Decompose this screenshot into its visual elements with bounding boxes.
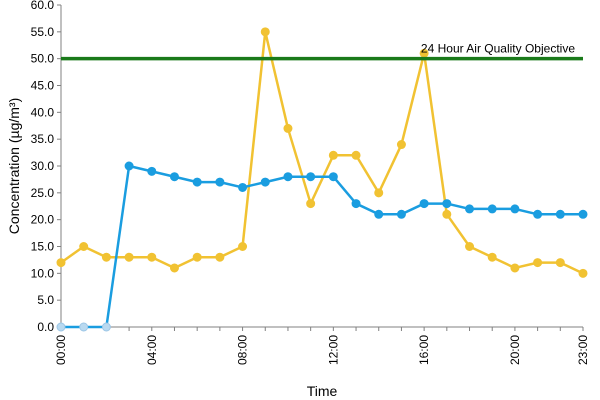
data-point	[192, 252, 202, 262]
data-point	[487, 252, 497, 262]
data-point	[351, 199, 361, 209]
series-group	[56, 27, 588, 332]
data-point	[169, 263, 179, 273]
data-point	[555, 209, 565, 219]
data-point	[510, 204, 520, 214]
x-tick-label: 12:00	[326, 335, 340, 365]
data-point	[56, 258, 66, 268]
data-point	[238, 242, 248, 251]
data-point	[396, 140, 406, 150]
data-point	[328, 150, 338, 160]
data-point	[578, 268, 588, 278]
data-point	[101, 322, 111, 332]
data-point	[260, 177, 270, 187]
data-point	[533, 209, 543, 219]
data-point	[56, 322, 66, 332]
y-axis-ticks: 0.0 5.0 10.0 15.0 20.0 25.0 30.0 35.0 40.0 45.0 50…	[31, 0, 61, 334]
data-point	[215, 252, 225, 262]
data-point	[238, 182, 248, 192]
data-point	[124, 252, 134, 262]
x-tick-label: 08:00	[236, 335, 250, 365]
data-point	[442, 199, 452, 209]
data-point	[396, 209, 406, 219]
series-line	[60, 30, 584, 275]
data-point	[306, 172, 316, 182]
data-point	[351, 150, 361, 160]
data-point	[510, 263, 520, 273]
data-point	[79, 322, 89, 332]
data-point	[306, 199, 316, 209]
data-point	[374, 188, 384, 198]
y-tick-label: 20.0	[31, 213, 55, 227]
y-tick-label: 15.0	[31, 240, 55, 254]
series-line	[61, 164, 583, 329]
y-tick-label: 0.0	[37, 320, 54, 334]
y-tick-label: 30.0	[31, 159, 55, 173]
data-point	[487, 204, 497, 214]
data-point	[101, 252, 111, 262]
x-axis-title: Time	[307, 383, 338, 399]
data-point	[328, 172, 338, 182]
y-axis-title: Concentration (µg/m³)	[6, 98, 22, 234]
x-tick-label: 20:00	[508, 335, 522, 365]
data-point	[192, 177, 202, 187]
data-point	[283, 123, 293, 133]
data-point	[555, 258, 565, 268]
x-axis-ticks: 00:00 04:00 08:00 12:00 16:00 20:00 23:00	[54, 327, 590, 365]
y-tick-label: 10.0	[31, 266, 55, 280]
data-point	[147, 252, 157, 262]
air-quality-objective-label: 24 Hour Air Quality Objective	[421, 42, 575, 56]
data-point	[124, 161, 134, 171]
data-point	[215, 177, 225, 187]
data-point	[147, 166, 157, 176]
x-tick-label: 23:00	[576, 335, 590, 365]
y-tick-label: 50.0	[31, 52, 55, 66]
y-tick-label: 60.0	[31, 0, 55, 12]
y-tick-label: 35.0	[31, 132, 55, 146]
x-tick-label: 04:00	[145, 335, 159, 365]
data-point	[283, 172, 293, 182]
data-point	[533, 258, 543, 268]
data-point	[465, 204, 475, 214]
x-tick-label: 16:00	[417, 335, 431, 365]
series-2	[56, 161, 588, 332]
y-tick-label: 5.0	[37, 293, 54, 307]
data-point	[578, 209, 588, 219]
data-point	[374, 209, 384, 219]
data-point	[419, 199, 429, 209]
data-point	[442, 209, 452, 219]
y-tick-label: 45.0	[31, 79, 55, 93]
data-point	[465, 242, 475, 251]
data-point	[260, 27, 270, 37]
y-tick-label: 25.0	[31, 186, 55, 200]
series-1	[56, 27, 588, 278]
y-tick-label: 40.0	[31, 105, 55, 119]
y-tick-label: 55.0	[31, 25, 55, 39]
x-tick-label: 00:00	[54, 335, 68, 365]
data-point	[79, 242, 89, 251]
data-point	[169, 172, 179, 182]
